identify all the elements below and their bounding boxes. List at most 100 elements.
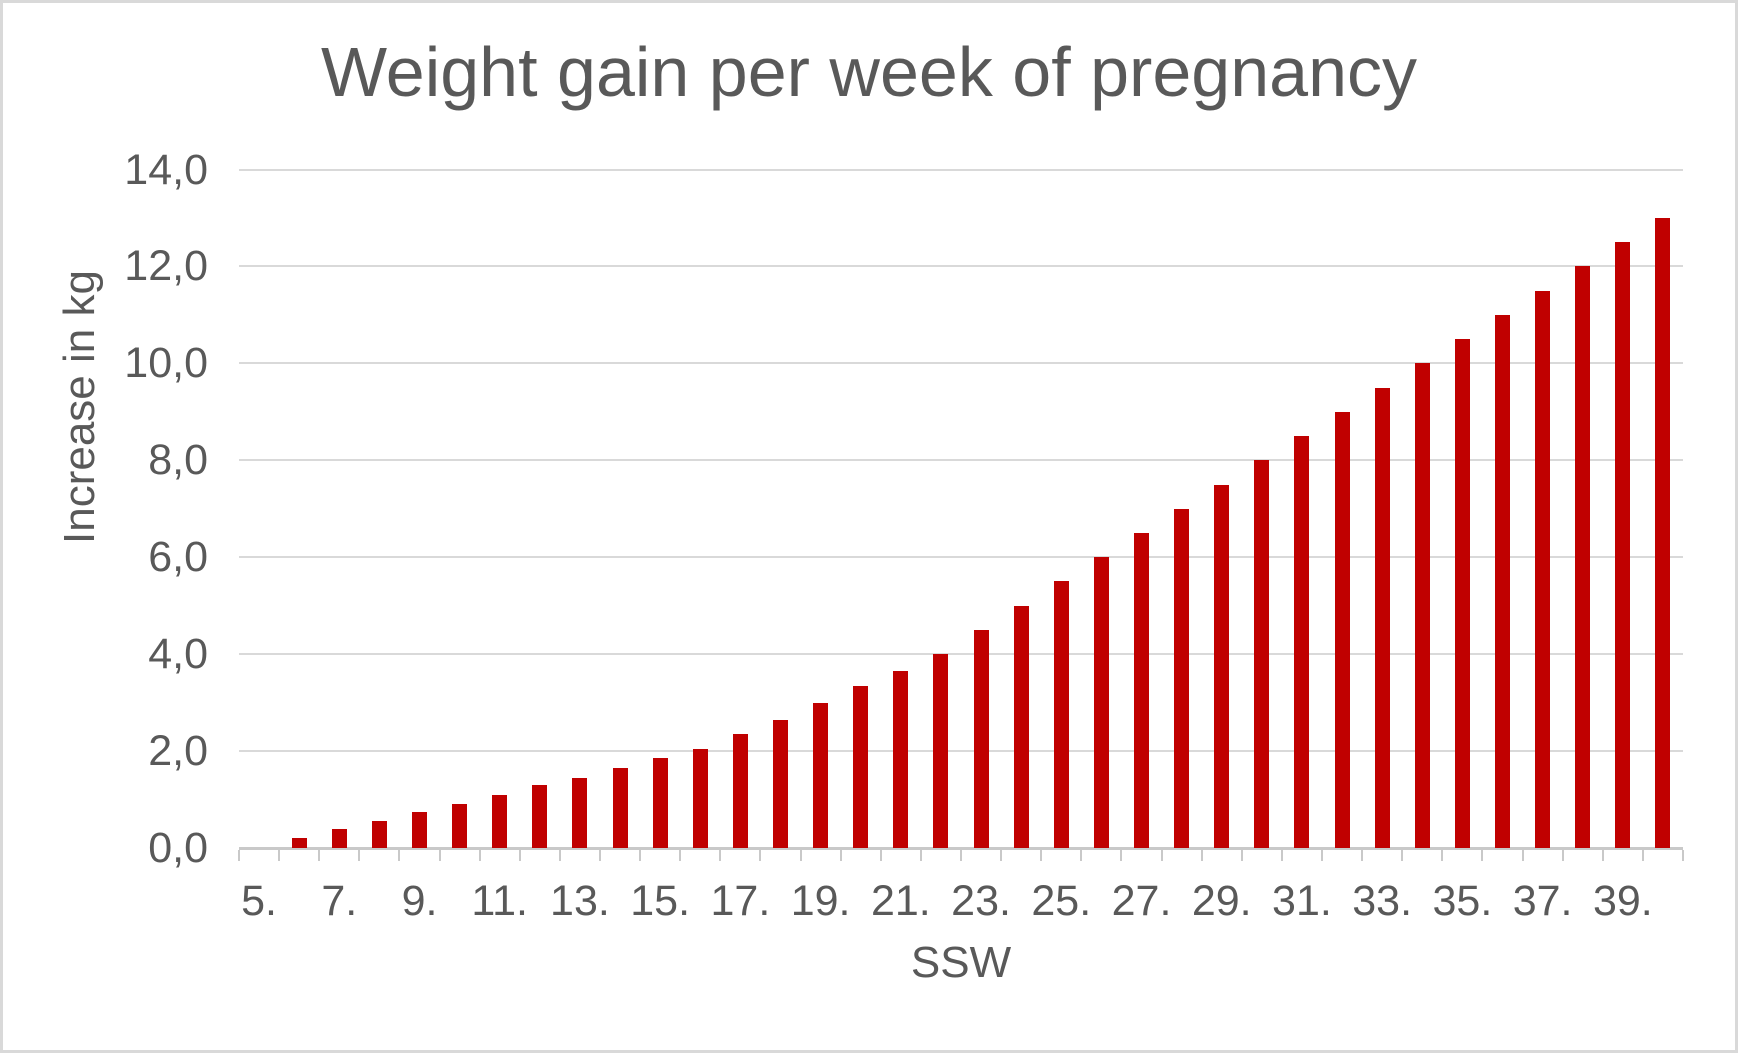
bar-week-18 bbox=[773, 719, 788, 848]
x-axis-tick-label: 11. bbox=[471, 877, 529, 925]
chart-title: Weight gain per week of pregnancy bbox=[320, 33, 1418, 111]
x-axis-tick bbox=[719, 849, 722, 861]
bar-week-33 bbox=[1374, 387, 1390, 848]
bar-week-22 bbox=[933, 654, 949, 848]
x-axis-tick-label: 5. bbox=[241, 877, 277, 925]
x-axis-tick bbox=[1441, 849, 1444, 861]
bar-week-38 bbox=[1575, 266, 1591, 848]
x-axis-tick bbox=[1361, 849, 1364, 861]
bar-week-7 bbox=[331, 828, 347, 848]
bar-week-12 bbox=[532, 784, 548, 848]
bar-week-17 bbox=[732, 734, 748, 848]
x-axis-tick-label: 39. bbox=[1592, 877, 1653, 925]
bar-week-15 bbox=[652, 758, 668, 848]
x-axis-tick bbox=[478, 849, 481, 861]
y-axis-tick-label: 14,0 bbox=[124, 145, 208, 194]
x-axis-tick bbox=[238, 849, 240, 861]
x-axis-tick bbox=[1040, 849, 1043, 861]
y-axis-tick-label: 2,0 bbox=[148, 727, 208, 776]
gridline bbox=[239, 265, 1683, 268]
bar-week-39 bbox=[1615, 242, 1631, 848]
x-axis-tick-label: 37. bbox=[1512, 877, 1573, 925]
x-axis-tick bbox=[960, 849, 962, 861]
bar-week-29 bbox=[1214, 484, 1230, 848]
x-axis-tick bbox=[358, 849, 361, 861]
bar-week-14 bbox=[612, 768, 628, 848]
y-axis-title: Increase in kg bbox=[55, 270, 104, 544]
x-axis-tick bbox=[679, 849, 682, 861]
x-axis-tick bbox=[1200, 849, 1203, 861]
x-axis-tick-label: 15. bbox=[630, 877, 691, 925]
bar-week-31 bbox=[1294, 436, 1310, 848]
y-axis-tick-label: 12,0 bbox=[124, 242, 208, 291]
x-axis-tick bbox=[1280, 849, 1283, 861]
y-axis-tick-label: 10,0 bbox=[124, 339, 208, 388]
bar-week-13 bbox=[572, 777, 588, 848]
x-axis-tick-label: 25. bbox=[1031, 877, 1092, 925]
x-axis-tick bbox=[1682, 849, 1684, 861]
x-axis-tick bbox=[1160, 849, 1163, 861]
y-axis-tick-label: 6,0 bbox=[148, 533, 208, 582]
gridline bbox=[239, 750, 1683, 753]
x-axis-tick-label: 13. bbox=[550, 877, 610, 925]
x-axis-tick-label: 23. bbox=[951, 877, 1011, 925]
gridline bbox=[239, 362, 1683, 365]
gridline bbox=[239, 653, 1683, 656]
x-axis-tick-label: 7. bbox=[321, 877, 358, 925]
x-axis-tick-label: 19. bbox=[790, 877, 851, 925]
bar-week-16 bbox=[692, 748, 708, 848]
x-axis-tick-label: 31. bbox=[1272, 877, 1332, 925]
y-axis-tick-label: 0,0 bbox=[148, 824, 208, 872]
gridline bbox=[239, 168, 1683, 171]
y-axis-tick-label: 4,0 bbox=[148, 630, 208, 679]
x-axis-tick bbox=[1601, 849, 1604, 861]
y-axis-tick-label: 8,0 bbox=[148, 436, 208, 485]
bar-week-20 bbox=[853, 685, 869, 848]
x-axis-tick-label: 35. bbox=[1432, 877, 1493, 925]
x-axis-tick bbox=[438, 849, 441, 861]
bar-week-19 bbox=[813, 702, 829, 848]
bar-week-24 bbox=[1013, 605, 1029, 848]
x-axis-tick bbox=[278, 849, 281, 861]
bar-week-40 bbox=[1655, 217, 1671, 848]
x-axis-tick bbox=[639, 849, 642, 861]
x-axis-tick bbox=[759, 849, 762, 861]
bar-week-36 bbox=[1495, 314, 1510, 848]
bar-week-10 bbox=[452, 804, 468, 848]
bar-week-21 bbox=[893, 671, 909, 848]
bar-week-32 bbox=[1334, 411, 1350, 848]
x-axis-tick bbox=[1521, 849, 1524, 861]
gridline bbox=[239, 556, 1683, 559]
x-axis-tick bbox=[1481, 849, 1484, 861]
x-axis-tick bbox=[1641, 849, 1644, 861]
bar-week-35 bbox=[1454, 339, 1470, 848]
bar-week-26 bbox=[1093, 557, 1109, 848]
x-axis-tick bbox=[1080, 849, 1083, 861]
bar-week-23 bbox=[973, 629, 989, 848]
x-axis-tick bbox=[1120, 849, 1123, 861]
x-axis-tick bbox=[1561, 849, 1564, 861]
x-axis-tick-label: 29. bbox=[1191, 877, 1252, 925]
x-axis-tick bbox=[879, 849, 882, 861]
x-axis-tick bbox=[839, 849, 842, 861]
x-axis-tick bbox=[318, 849, 321, 861]
x-axis-tick-label: 27. bbox=[1111, 877, 1172, 925]
bar-week-11 bbox=[492, 794, 508, 848]
x-axis-tick bbox=[1321, 849, 1323, 861]
x-axis-tick bbox=[558, 849, 561, 861]
bar-week-34 bbox=[1414, 363, 1430, 848]
bar-week-30 bbox=[1254, 460, 1270, 848]
x-axis-tick bbox=[1000, 849, 1003, 861]
x-axis-tick bbox=[1240, 849, 1243, 861]
x-axis-tick-label: 17. bbox=[710, 877, 771, 925]
x-axis-line bbox=[239, 846, 1683, 850]
bar-week-25 bbox=[1053, 581, 1069, 848]
x-axis-tick-label: 33. bbox=[1352, 877, 1413, 925]
x-axis-tick bbox=[1401, 849, 1404, 861]
bar-week-6 bbox=[291, 838, 307, 848]
x-axis-tick bbox=[919, 849, 922, 861]
x-axis-tick bbox=[518, 849, 521, 861]
x-axis-tick bbox=[599, 849, 601, 861]
bar-week-9 bbox=[412, 811, 427, 848]
